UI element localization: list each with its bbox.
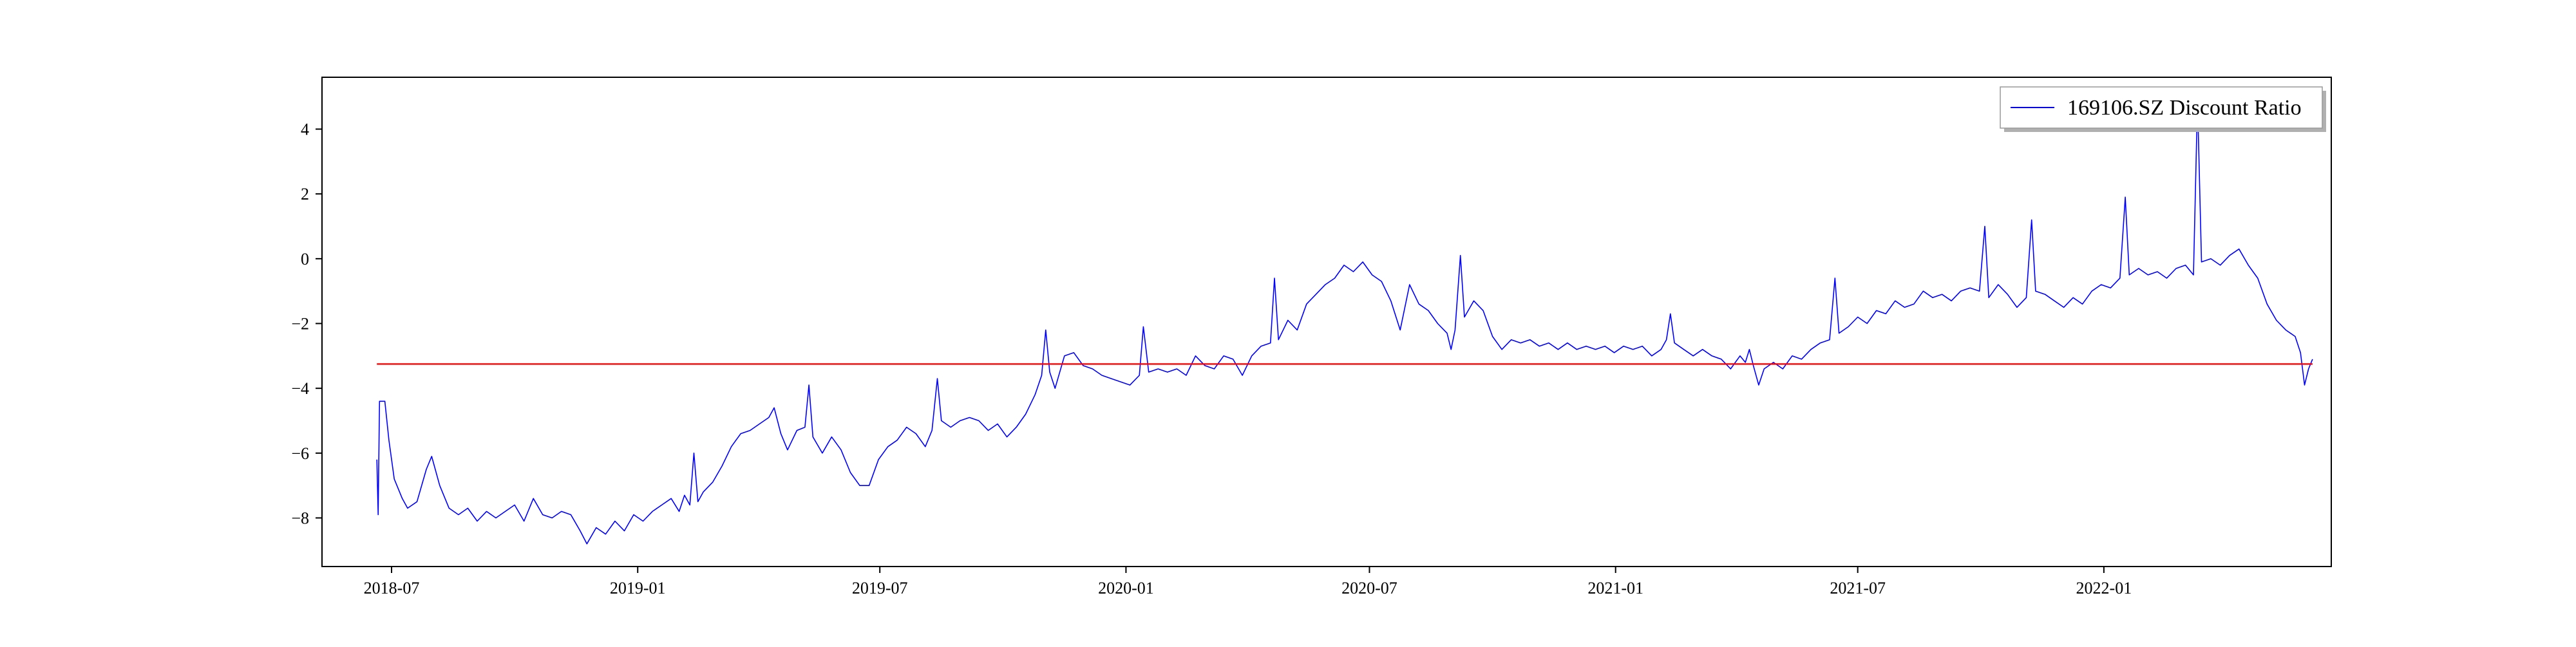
x-tick-label: 2018-07 bbox=[364, 579, 420, 597]
x-tick-label: 2019-01 bbox=[610, 579, 666, 597]
y-tick-label: 4 bbox=[301, 120, 309, 139]
y-tick-label: −4 bbox=[291, 379, 309, 398]
y-tick-label: −2 bbox=[291, 315, 309, 333]
legend-label: 169106.SZ Discount Ratio bbox=[2067, 96, 2302, 120]
series-line-discount-ratio bbox=[376, 99, 2313, 545]
series-layer bbox=[376, 99, 2313, 545]
x-tick-label: 2021-01 bbox=[1587, 579, 1643, 597]
x-axis: 2018-07 2019-01 2019-07 2020-01 2020-07 2021-… bbox=[364, 567, 2132, 597]
x-tick-label: 2020-01 bbox=[1098, 579, 1154, 597]
x-tick-label: 2021-07 bbox=[1830, 579, 1886, 597]
y-tick-label: −6 bbox=[291, 444, 309, 463]
legend: 169106.SZ Discount Ratio bbox=[2000, 86, 2326, 132]
plot-area-frame bbox=[321, 77, 2332, 567]
x-tick-label: 2019-07 bbox=[852, 579, 908, 597]
y-axis: −8 −6 −4 −2 0 2 4 bbox=[291, 120, 322, 528]
x-tick-label: 2020-07 bbox=[1341, 579, 1397, 597]
y-tick-label: −8 bbox=[291, 509, 309, 528]
y-tick-label: 0 bbox=[301, 250, 309, 268]
y-tick-label: 2 bbox=[301, 185, 309, 203]
x-tick-label: 2022-01 bbox=[2076, 579, 2132, 597]
